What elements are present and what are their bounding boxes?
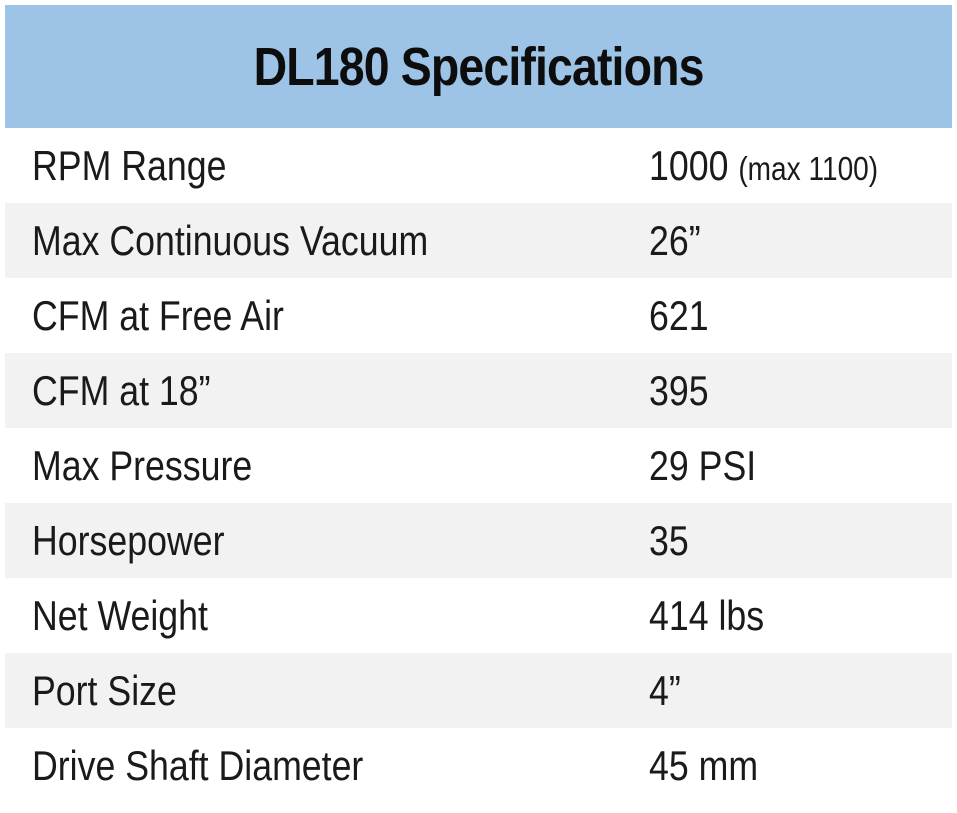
spec-row-cfm-at-18: CFM at 18” 395 bbox=[5, 353, 952, 428]
spec-value: 1000 (max 1100) bbox=[649, 142, 878, 190]
spec-label: CFM at Free Air bbox=[32, 291, 284, 339]
spec-value: 35 bbox=[649, 516, 689, 564]
spec-row-max-continuous-vacuum: Max Continuous Vacuum 26” bbox=[5, 203, 952, 278]
spec-row-horsepower: Horsepower 35 bbox=[5, 503, 952, 578]
spec-value-main: 1000 bbox=[649, 141, 729, 189]
spec-row-max-pressure: Max Pressure 29 PSI bbox=[5, 428, 952, 503]
spec-row-drive-shaft-diameter: Drive Shaft Diameter 45 mm bbox=[5, 728, 952, 803]
spec-value: 26” bbox=[649, 216, 701, 264]
spec-value-note: (max 1100) bbox=[738, 149, 879, 187]
spec-value: 621 bbox=[649, 291, 709, 339]
spec-table: DL180 Specifications RPM Range 1000 (max… bbox=[5, 5, 952, 803]
spec-row-cfm-free-air: CFM at Free Air 621 bbox=[5, 278, 952, 353]
spec-value: 4” bbox=[649, 666, 681, 714]
spec-value: 414 lbs bbox=[649, 591, 765, 639]
page-title: DL180 Specifications bbox=[253, 36, 705, 97]
spec-row-rpm-range: RPM Range 1000 (max 1100) bbox=[5, 128, 952, 203]
spec-table-header: DL180 Specifications bbox=[5, 5, 952, 128]
spec-label: Max Continuous Vacuum bbox=[32, 216, 429, 264]
spec-row-net-weight: Net Weight 414 lbs bbox=[5, 578, 952, 653]
spec-value: 29 PSI bbox=[649, 441, 757, 489]
spec-label: Horsepower bbox=[32, 516, 225, 564]
spec-label: CFM at 18” bbox=[32, 366, 211, 414]
spec-table-body: RPM Range 1000 (max 1100) Max Continuous… bbox=[5, 128, 952, 803]
spec-value: 395 bbox=[649, 366, 709, 414]
spec-label: Drive Shaft Diameter bbox=[32, 741, 364, 789]
spec-label: Port Size bbox=[32, 666, 177, 714]
spec-label: RPM Range bbox=[32, 141, 227, 189]
spec-label: Max Pressure bbox=[32, 441, 253, 489]
spec-value: 45 mm bbox=[649, 741, 759, 789]
spec-row-port-size: Port Size 4” bbox=[5, 653, 952, 728]
spec-label: Net Weight bbox=[32, 591, 208, 639]
